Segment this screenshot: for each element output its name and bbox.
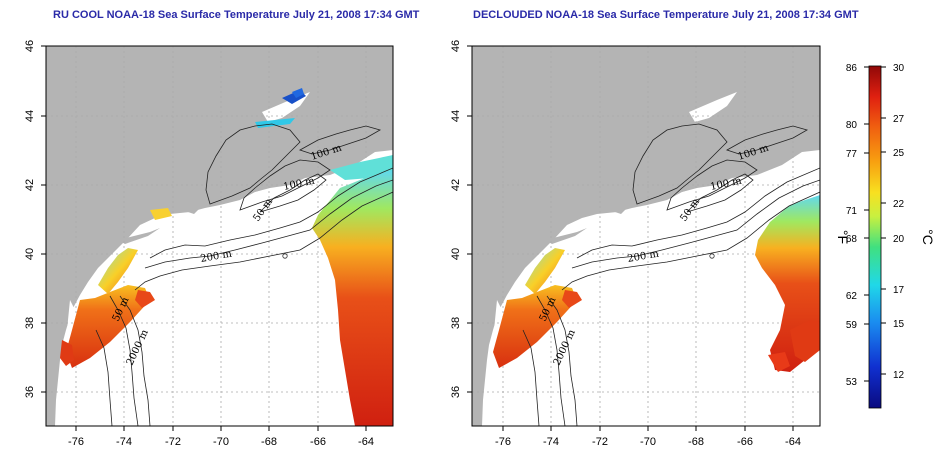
fahrenheit-tick: 59 [846,320,858,331]
left-x-axis [75,426,367,431]
land-mass [472,46,820,426]
contour-label: 200 m [200,249,234,265]
contour-label: 2000 m [125,328,151,368]
left-map-title: RU COOL NOAA-18 Sea Surface Temperature … [53,9,420,21]
contour-label: 2000 m [552,328,578,368]
right-map-panel: 100 m 100 m 50 m 200 m 50 m 2000 m -76 -… [450,40,821,448]
sst-southern-patch [60,340,74,366]
fahrenheit-tick: 71 [846,206,858,217]
right-map-title: DECLOUDED NOAA-18 Sea Surface Temperatur… [473,9,859,21]
x-tick-label: -70 [640,436,656,448]
y-tick-label: 44 [450,110,462,122]
land-mass [46,46,393,426]
sst-warm-fragment [768,352,790,372]
sst-cape-hatteras-shelf [562,290,582,308]
contour-label: 200 m [627,249,661,265]
delaware-bay [515,278,525,296]
y-tick-label: 40 [450,248,462,260]
sst-gulf-stream-south [790,320,820,362]
x-tick-label: -72 [165,436,181,448]
long-island [545,228,587,244]
fahrenheit-unit-label: °F [835,230,851,244]
bathymetry-contours [522,123,820,426]
bathymetry-contours [95,123,393,426]
y-tick-label: 44 [24,110,36,122]
delaware-bay [88,278,98,296]
y-tick-label: 38 [450,317,462,329]
right-map-frame [471,45,821,427]
sst-nj-shelf [525,248,565,294]
sst-scotian-shelf [330,155,393,180]
sst-gulf-stream [312,170,393,426]
fahrenheit-tick: 80 [846,120,858,131]
left-map-frame [45,45,394,427]
celsius-tick: 22 [893,199,905,210]
sst-gulf-of-maine-cold [255,118,295,128]
fahrenheit-tick: 86 [846,63,858,74]
y-tick-label: 42 [24,179,36,191]
fahrenheit-tick: 77 [846,149,858,160]
x-tick-label: -66 [310,436,326,448]
y-tick-label: 42 [450,179,462,191]
y-tick-label: 36 [450,386,462,398]
celsius-tick: 15 [893,319,905,330]
celsius-tick: 12 [893,370,905,381]
right-y-axis [467,45,472,393]
x-tick-label: -76 [68,436,84,448]
right-x-axis [502,426,794,431]
sst-nj-shelf [98,248,138,294]
celsius-unit-label: °C [920,229,936,245]
x-tick-label: -74 [543,436,559,448]
y-tick-label: 38 [24,317,36,329]
fahrenheit-tick: 53 [846,377,858,388]
x-tick-label: -72 [592,436,608,448]
x-tick-label: -64 [785,436,801,448]
celsius-tick: 25 [893,148,905,159]
colorbar: 86 80 77 71 68 62 59 53 30 27 25 22 20 1… [835,63,936,409]
left-y-axis [41,45,46,393]
celsius-tick: 20 [893,234,905,245]
y-tick-label: 40 [24,248,36,260]
x-tick-label: -64 [358,436,374,448]
cape-cod [615,196,631,214]
y-tick-label: 46 [450,40,462,52]
y-tick-label: 46 [24,40,36,52]
sst-mid-atlantic-shelf [493,285,577,368]
long-island [118,228,160,244]
sst-cape-hatteras-shelf [135,290,155,308]
celsius-tick: 27 [893,114,905,125]
fahrenheit-tick: 68 [846,234,858,245]
x-tick-label: -66 [737,436,753,448]
x-tick-label: -70 [213,436,229,448]
celsius-tick: 30 [893,63,905,74]
colorbar-gradient [868,65,882,409]
sst-mid-atlantic-shelf [66,285,150,368]
celsius-tick: 17 [893,285,905,296]
x-tick-label: -68 [688,436,704,448]
bay-of-fundy [689,92,737,122]
sst-bay-of-fundy-blue [292,88,304,98]
cape-cod [188,196,204,214]
fahrenheit-tick: 62 [846,291,858,302]
x-tick-label: -68 [261,436,277,448]
x-tick-label: -76 [495,436,511,448]
sst-georges-bank-warm [150,208,172,220]
x-tick-label: -74 [116,436,132,448]
left-map-panel: 100 m 100 m 50 m 200 m 50 m 2000 m -76 -… [24,40,394,448]
y-tick-label: 36 [24,386,36,398]
